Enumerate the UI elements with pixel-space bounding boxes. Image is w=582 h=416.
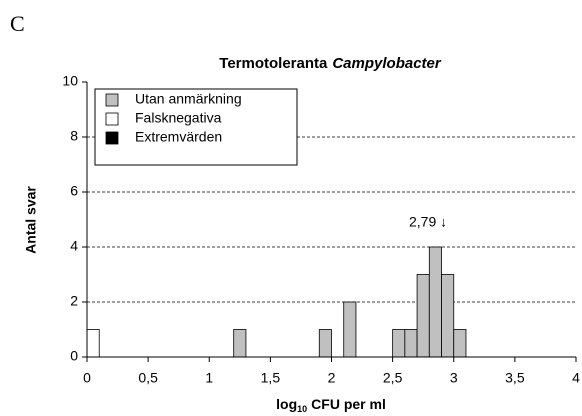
- bar: [428, 246, 442, 358]
- y-tick-label: 0: [70, 348, 78, 364]
- bar: [86, 329, 100, 358]
- bar: [343, 301, 357, 358]
- x-tick-label: 1: [205, 370, 213, 386]
- x-tick-label: 2,5: [383, 370, 403, 386]
- x-label-part: CFU per ml: [311, 396, 386, 412]
- x-label-part: log: [276, 396, 297, 412]
- y-axis-label: Antal svar: [23, 186, 39, 254]
- x-tick-label: 3,5: [505, 370, 525, 386]
- x-label-part: 10: [297, 404, 307, 414]
- legend-swatch: [105, 93, 119, 107]
- y-tick-label: 6: [70, 183, 78, 199]
- x-axis-label: log10 CFU per ml: [276, 396, 386, 415]
- title-part: Campylobacter: [332, 55, 442, 72]
- bar: [392, 329, 406, 358]
- legend-swatch: [105, 131, 119, 145]
- x-tick-label: 0,5: [138, 370, 158, 386]
- x-tick-label: 0: [83, 370, 91, 386]
- legend-label: Utan anmärkning: [135, 91, 242, 107]
- legend-label: Falsknegativa: [135, 110, 222, 126]
- bar: [404, 329, 418, 358]
- y-tick-label: 4: [70, 238, 78, 254]
- bar: [233, 329, 247, 358]
- legend-label: Extremvärden: [135, 129, 222, 145]
- chart-title: Termotoleranta Campylobacter: [219, 55, 442, 72]
- annotation: 2,79 ↓: [409, 214, 447, 230]
- y-tick-label: 10: [62, 73, 78, 89]
- bar: [441, 274, 455, 358]
- bar: [453, 329, 467, 358]
- panel-label: C: [10, 11, 25, 36]
- x-tick-label: 3: [450, 370, 458, 386]
- bar: [318, 329, 332, 358]
- x-tick-label: 1,5: [261, 370, 281, 386]
- title-part: Termotoleranta: [219, 55, 328, 72]
- x-tick-label: 4: [572, 370, 580, 386]
- legend-box: [94, 88, 298, 166]
- x-tick-label: 2: [328, 370, 336, 386]
- legend-swatch: [105, 112, 119, 126]
- y-tick-label: 8: [70, 128, 78, 144]
- y-tick-label: 2: [70, 293, 78, 309]
- bar: [416, 274, 430, 358]
